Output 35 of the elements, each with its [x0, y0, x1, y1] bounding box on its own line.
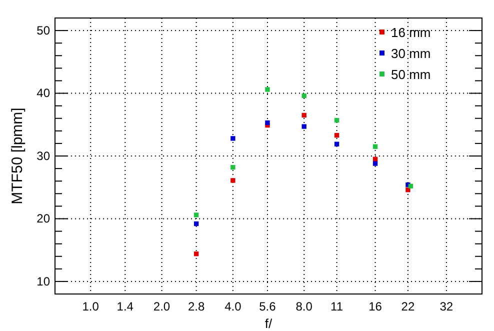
point — [302, 112, 306, 118]
x-tick-label: 2.8 — [188, 300, 205, 314]
x-tick-label: 2.0 — [153, 300, 170, 314]
point — [230, 136, 236, 141]
point — [230, 178, 236, 183]
y-tick-label: 50 — [36, 23, 50, 38]
point — [408, 184, 414, 188]
point — [194, 252, 199, 256]
x-tick-label: 1.0 — [82, 300, 100, 314]
legend-label: 16 mm — [391, 25, 431, 40]
y-tick-label: 30 — [36, 148, 50, 163]
x-axis-title: f/ — [264, 316, 272, 331]
legend-label: 30 mm — [391, 46, 431, 61]
y-axis-title: MTF50 [lpmm] — [9, 108, 26, 204]
x-tick-label: 32 — [440, 300, 454, 314]
x-tick-label: 8.0 — [296, 300, 313, 314]
point — [265, 87, 270, 92]
point — [194, 221, 199, 226]
x-tick-label: 22 — [401, 300, 415, 314]
x-tick-label: 16 — [368, 300, 382, 314]
y-tick-label: 20 — [36, 212, 50, 226]
point — [265, 120, 270, 126]
point — [372, 144, 378, 149]
point — [302, 124, 306, 129]
y-tick-label: 10 — [36, 274, 50, 288]
legend-label: 50 mm — [391, 67, 431, 82]
point — [194, 212, 199, 218]
point — [372, 161, 378, 166]
x-tick-label: 1.4 — [116, 300, 134, 314]
x-tick-label: 4.0 — [224, 300, 242, 314]
x-tick-label: 11 — [330, 300, 344, 314]
point — [302, 93, 306, 98]
y-tick-label: 40 — [36, 86, 50, 100]
x-tick-label: 5.6 — [259, 300, 276, 314]
point — [230, 164, 236, 170]
